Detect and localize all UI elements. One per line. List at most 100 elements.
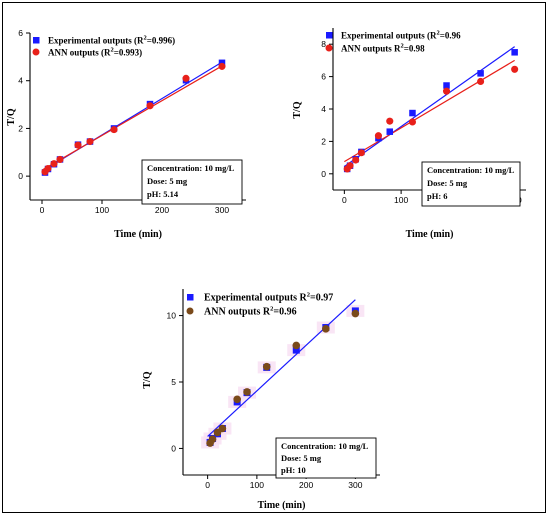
legend-label-tail: =0.97 bbox=[310, 293, 333, 304]
x-tick-label: 0 bbox=[342, 195, 347, 205]
x-tick-label: 200 bbox=[155, 205, 169, 215]
legend-label-main: Experimental outputs R bbox=[204, 293, 308, 304]
legend-label: ANN outputs R2=0.96 bbox=[204, 306, 297, 318]
legend-marker-circle bbox=[186, 307, 194, 315]
y-tick-label: 4 bbox=[321, 104, 326, 114]
y-tick-label: 6 bbox=[321, 72, 326, 82]
data-point-circle bbox=[208, 435, 217, 443]
y-tick-label: 2 bbox=[321, 136, 326, 146]
figure-frame bbox=[2, 2, 546, 513]
data-point-circle bbox=[477, 77, 485, 86]
data-point-circle bbox=[182, 74, 190, 82]
data-point-circle bbox=[146, 102, 154, 110]
data-point-circle bbox=[357, 149, 365, 157]
legend-label-main: ANN outputs (R bbox=[48, 48, 111, 58]
y-axis-label: T/Q bbox=[142, 371, 153, 388]
data-point-circle bbox=[86, 138, 94, 146]
y-tick-label: 4 bbox=[18, 76, 23, 86]
legend-label: Experimental outputs (R2=0.996) bbox=[48, 35, 175, 46]
legend-label: ANN outputs R2=0.98 bbox=[341, 43, 425, 54]
legend-label-superscript: 2 bbox=[307, 292, 310, 299]
y-tick-label: 5 bbox=[171, 377, 176, 387]
legend-label-main: Experimental outputs (R bbox=[48, 36, 144, 46]
chart-1: 010020030002468Time (min)T/QExperimental… bbox=[292, 28, 526, 240]
conditions-line: Concentration: 10 mg/L bbox=[427, 165, 515, 175]
x-tick-label: 0 bbox=[205, 480, 210, 490]
y-tick-label: 2 bbox=[18, 123, 23, 133]
conditions-line: pH: 10 bbox=[281, 465, 306, 475]
legend-label-superscript: 2 bbox=[270, 306, 273, 313]
y-tick-label: 0 bbox=[321, 169, 326, 179]
y-axis-label: T/Q bbox=[292, 101, 303, 118]
legend-label-tail: =0.996) bbox=[147, 36, 175, 46]
legend-label: Experimental outputs (R2=0.96 bbox=[341, 30, 461, 41]
data-point-circle bbox=[218, 62, 226, 70]
data-point-circle bbox=[511, 65, 519, 73]
x-tick-label: 300 bbox=[348, 480, 362, 490]
data-point-square bbox=[409, 109, 416, 117]
x-tick-label: 0 bbox=[40, 205, 45, 215]
legend-label: Experimental outputs R2=0.97 bbox=[204, 292, 333, 304]
data-point-circle bbox=[352, 156, 360, 164]
x-tick-label: 300 bbox=[215, 205, 229, 215]
y-tick-label: 0 bbox=[18, 171, 23, 181]
conditions-line: Concentration: 10 mg/L bbox=[281, 441, 369, 451]
conditions-box bbox=[141, 159, 243, 205]
data-point-circle bbox=[262, 362, 271, 371]
data-point-square bbox=[477, 70, 484, 77]
data-point-circle bbox=[346, 162, 354, 170]
legend-marker-square bbox=[187, 294, 194, 301]
legend-marker-circle bbox=[32, 48, 40, 56]
y-tick-label: 6 bbox=[18, 28, 23, 38]
data-point-circle bbox=[110, 126, 118, 134]
conditions-line: Dose: 5 mg bbox=[147, 176, 188, 186]
x-tick-label: 100 bbox=[95, 205, 109, 215]
x-axis-label: Time (min) bbox=[258, 500, 306, 511]
data-point-circle bbox=[322, 325, 330, 333]
y-tick-label: 0 bbox=[171, 443, 176, 453]
legend-label-main: ANN outputs R bbox=[341, 44, 401, 54]
data-point-circle bbox=[386, 117, 394, 125]
data-point-circle bbox=[218, 424, 227, 433]
fit-line bbox=[344, 59, 515, 163]
data-point-circle bbox=[50, 160, 58, 168]
data-point-circle bbox=[56, 155, 64, 163]
y-tick-label: 10 bbox=[167, 311, 177, 321]
legend-label-superscript: 2 bbox=[111, 47, 114, 54]
data-point-circle bbox=[351, 309, 360, 318]
legend-marker-square bbox=[33, 37, 40, 44]
legend-label-main: ANN outputs R bbox=[204, 307, 271, 318]
legend-label-tail: =0.98 bbox=[404, 44, 425, 54]
data-point-square bbox=[218, 59, 226, 67]
conditions-box bbox=[275, 437, 377, 479]
chart-2: 0 100 200 300 0 5 10 Time (min) T/Q Experimental … bbox=[142, 289, 380, 511]
data-point-square bbox=[386, 128, 394, 135]
data-point-circle bbox=[408, 118, 417, 126]
fit-line bbox=[344, 46, 515, 168]
legend-marker-square bbox=[326, 32, 333, 39]
data-point-circle bbox=[442, 87, 451, 95]
legend-label-superscript: 2 bbox=[144, 35, 147, 42]
conditions-line: Dose: 5 mg bbox=[427, 178, 468, 188]
conditions-line: pH: 5.14 bbox=[147, 189, 179, 199]
legend-label-superscript: 2 bbox=[437, 30, 440, 37]
data-point-circle bbox=[74, 141, 82, 149]
data-point-square bbox=[292, 346, 300, 354]
conditions-box bbox=[421, 161, 521, 207]
legend-label-main: Experimental outputs (R bbox=[341, 31, 437, 41]
y-tick-label: 8 bbox=[321, 39, 326, 49]
legend-label-tail: =0.993) bbox=[114, 48, 142, 58]
chart-0: 0 100 200 300 0 2 4 6 Time (min) T/Q Experimental … bbox=[6, 28, 246, 240]
legend-marker-circle bbox=[325, 44, 333, 52]
data-point-square bbox=[511, 49, 518, 56]
data-point-circle bbox=[243, 388, 251, 396]
conditions-line: Concentration: 10 mg/L bbox=[147, 163, 235, 173]
legend-label: ANN outputs (R2=0.993) bbox=[48, 47, 142, 58]
data-point-circle bbox=[233, 395, 241, 404]
data-point-circle bbox=[44, 164, 52, 173]
conditions-line: Dose: 5 mg bbox=[281, 453, 322, 463]
x-tick-label: 100 bbox=[250, 480, 264, 490]
legend-label-tail: =0.96 bbox=[273, 307, 296, 318]
data-point-circle bbox=[374, 132, 382, 140]
